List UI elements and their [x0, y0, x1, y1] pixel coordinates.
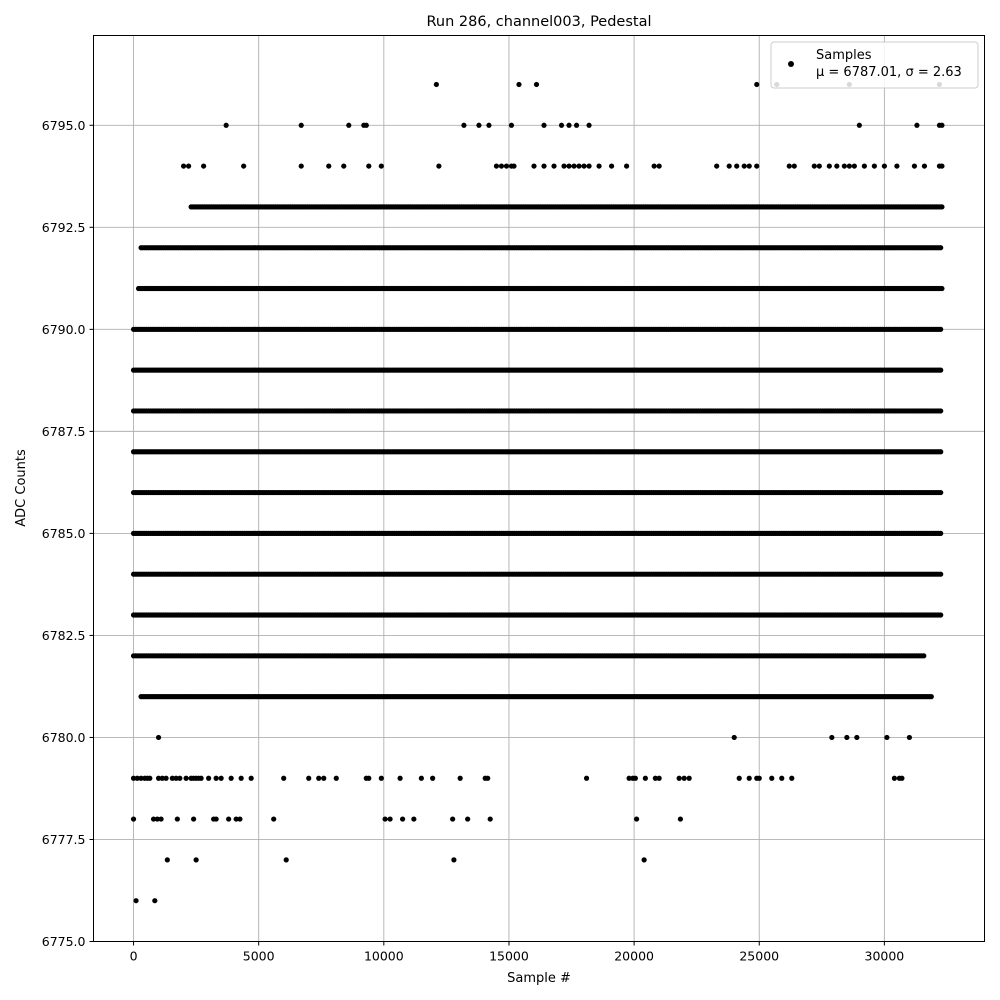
data-point	[746, 775, 752, 781]
data-point	[465, 816, 471, 822]
data-point	[130, 775, 137, 781]
data-point	[169, 775, 175, 781]
data-point	[306, 775, 312, 781]
data-point	[333, 775, 339, 781]
data-point	[382, 816, 388, 822]
data-point	[159, 775, 165, 781]
data-point	[321, 775, 327, 781]
data-point	[921, 653, 927, 659]
data-point	[399, 816, 406, 822]
data-point	[418, 775, 424, 781]
data-point	[316, 775, 322, 781]
data-point	[191, 816, 197, 822]
data-point	[163, 775, 169, 781]
data-point	[150, 816, 157, 822]
data-point	[487, 816, 493, 822]
data-point	[844, 734, 850, 741]
data-point	[756, 775, 762, 781]
data-point	[634, 816, 640, 822]
data-point	[271, 816, 277, 822]
data-point	[193, 857, 199, 863]
data-point	[884, 734, 890, 741]
data-point	[228, 775, 234, 781]
data-point	[237, 816, 243, 822]
data-point	[938, 367, 944, 373]
data-point	[789, 775, 795, 781]
data-point	[155, 734, 162, 741]
data-point	[158, 816, 164, 822]
data-point	[198, 775, 204, 781]
data-point	[681, 775, 687, 781]
data-point	[213, 816, 219, 822]
data-point	[938, 408, 944, 414]
data-point	[632, 775, 638, 781]
data-points	[130, 81, 945, 904]
data-point	[626, 775, 632, 781]
data-point	[938, 489, 944, 496]
data-point	[906, 734, 913, 741]
data-point	[642, 775, 648, 781]
data-point	[938, 612, 944, 618]
data-point	[218, 775, 224, 781]
data-point	[206, 775, 212, 781]
data-point	[397, 775, 403, 781]
data-point	[450, 816, 456, 822]
data-point	[485, 775, 491, 781]
data-point	[430, 775, 436, 781]
data-point	[281, 775, 287, 781]
data-point	[676, 775, 682, 781]
data-point	[652, 775, 658, 781]
grid-lines	[93, 35, 985, 942]
data-point	[378, 775, 384, 781]
data-point	[938, 326, 944, 332]
data-point	[130, 816, 137, 822]
data-point	[928, 694, 934, 700]
data-point	[854, 734, 860, 741]
data-point	[183, 775, 189, 781]
data-point	[134, 775, 140, 781]
data-point	[641, 857, 647, 863]
data-point	[387, 816, 393, 822]
data-point	[411, 816, 417, 822]
data-point	[736, 775, 742, 781]
data-point	[938, 530, 944, 536]
data-point	[248, 775, 254, 781]
data-point	[939, 285, 945, 292]
data-point	[154, 816, 160, 822]
data-point	[938, 449, 944, 455]
data-point	[366, 775, 372, 781]
data-point	[686, 775, 692, 781]
chart-title: Run 286, channel003, Pedestal	[426, 14, 651, 30]
data-point	[829, 734, 835, 741]
data-point	[147, 775, 153, 781]
data-point	[138, 775, 144, 781]
data-point	[226, 816, 232, 822]
data-point	[233, 816, 239, 822]
data-point	[583, 775, 590, 781]
data-point	[769, 775, 775, 781]
data-point	[152, 898, 158, 904]
data-point	[457, 775, 463, 781]
data-point	[938, 571, 944, 577]
data-point	[283, 857, 289, 863]
data-point	[177, 775, 183, 781]
data-point	[174, 816, 180, 822]
data-point	[731, 734, 737, 741]
data-point	[656, 775, 662, 781]
data-point	[238, 775, 244, 781]
data-point	[133, 898, 139, 904]
data-point	[155, 775, 162, 781]
data-point	[779, 775, 785, 781]
data-point	[891, 775, 897, 781]
data-point	[899, 775, 905, 781]
data-point	[451, 857, 457, 863]
data-point	[164, 857, 170, 863]
data-point	[213, 775, 219, 781]
data-point	[173, 775, 179, 781]
data-point	[677, 816, 684, 822]
